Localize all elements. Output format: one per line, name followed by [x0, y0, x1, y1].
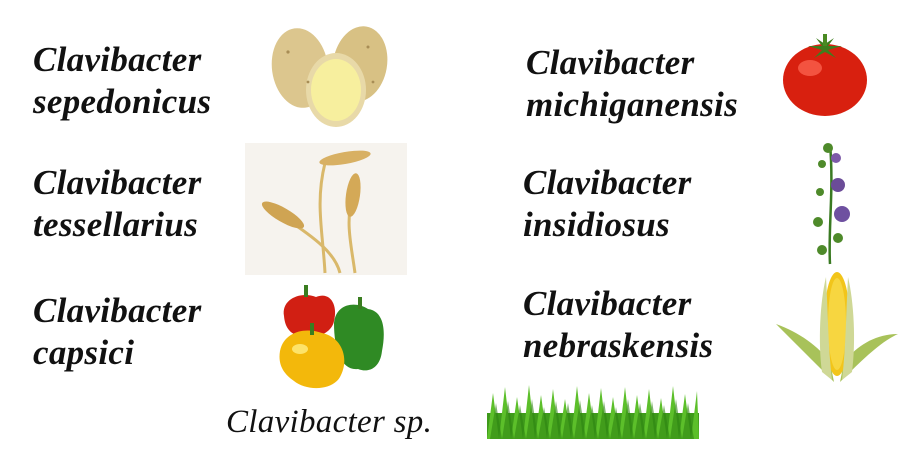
grass-icon: [487, 383, 699, 439]
species-text: capsici: [33, 333, 135, 372]
genus-text: Clavibacter: [523, 284, 692, 323]
genus-text: Clavibacter: [33, 291, 202, 330]
species-text: insidiosus: [523, 205, 670, 244]
species-text: sepedonicus: [33, 82, 212, 121]
genus-text: Clavibacter: [33, 40, 202, 79]
genus-species-text: Clavibacter sp.: [226, 404, 433, 440]
species-label-sp: Clavibacter sp.: [226, 402, 432, 442]
potato-icon: [268, 22, 393, 130]
species-text: tessellarius: [33, 205, 199, 244]
tomato-icon: [778, 30, 873, 120]
wheat-icon: [245, 143, 407, 275]
species-label-sepedonicus: Clavibacter sepedonicus: [33, 39, 211, 123]
species-label-michiganensis: Clavibacter michiganensis: [526, 42, 738, 126]
species-text: michiganensis: [526, 85, 739, 124]
species-text: nebraskensis: [523, 326, 714, 365]
alfalfa-icon: [808, 140, 853, 265]
genus-text: Clavibacter: [523, 163, 692, 202]
species-label-capsici: Clavibacter capsici: [33, 290, 202, 374]
species-label-tessellarius: Clavibacter tessellarius: [33, 162, 202, 246]
genus-text: Clavibacter: [526, 43, 695, 82]
pepper-icon: [276, 281, 388, 393]
genus-text: Clavibacter: [33, 163, 202, 202]
species-label-insidiosus: Clavibacter insidiosus: [523, 162, 692, 246]
species-label-nebraskensis: Clavibacter nebraskensis: [523, 283, 713, 367]
corn-icon: [774, 262, 900, 387]
